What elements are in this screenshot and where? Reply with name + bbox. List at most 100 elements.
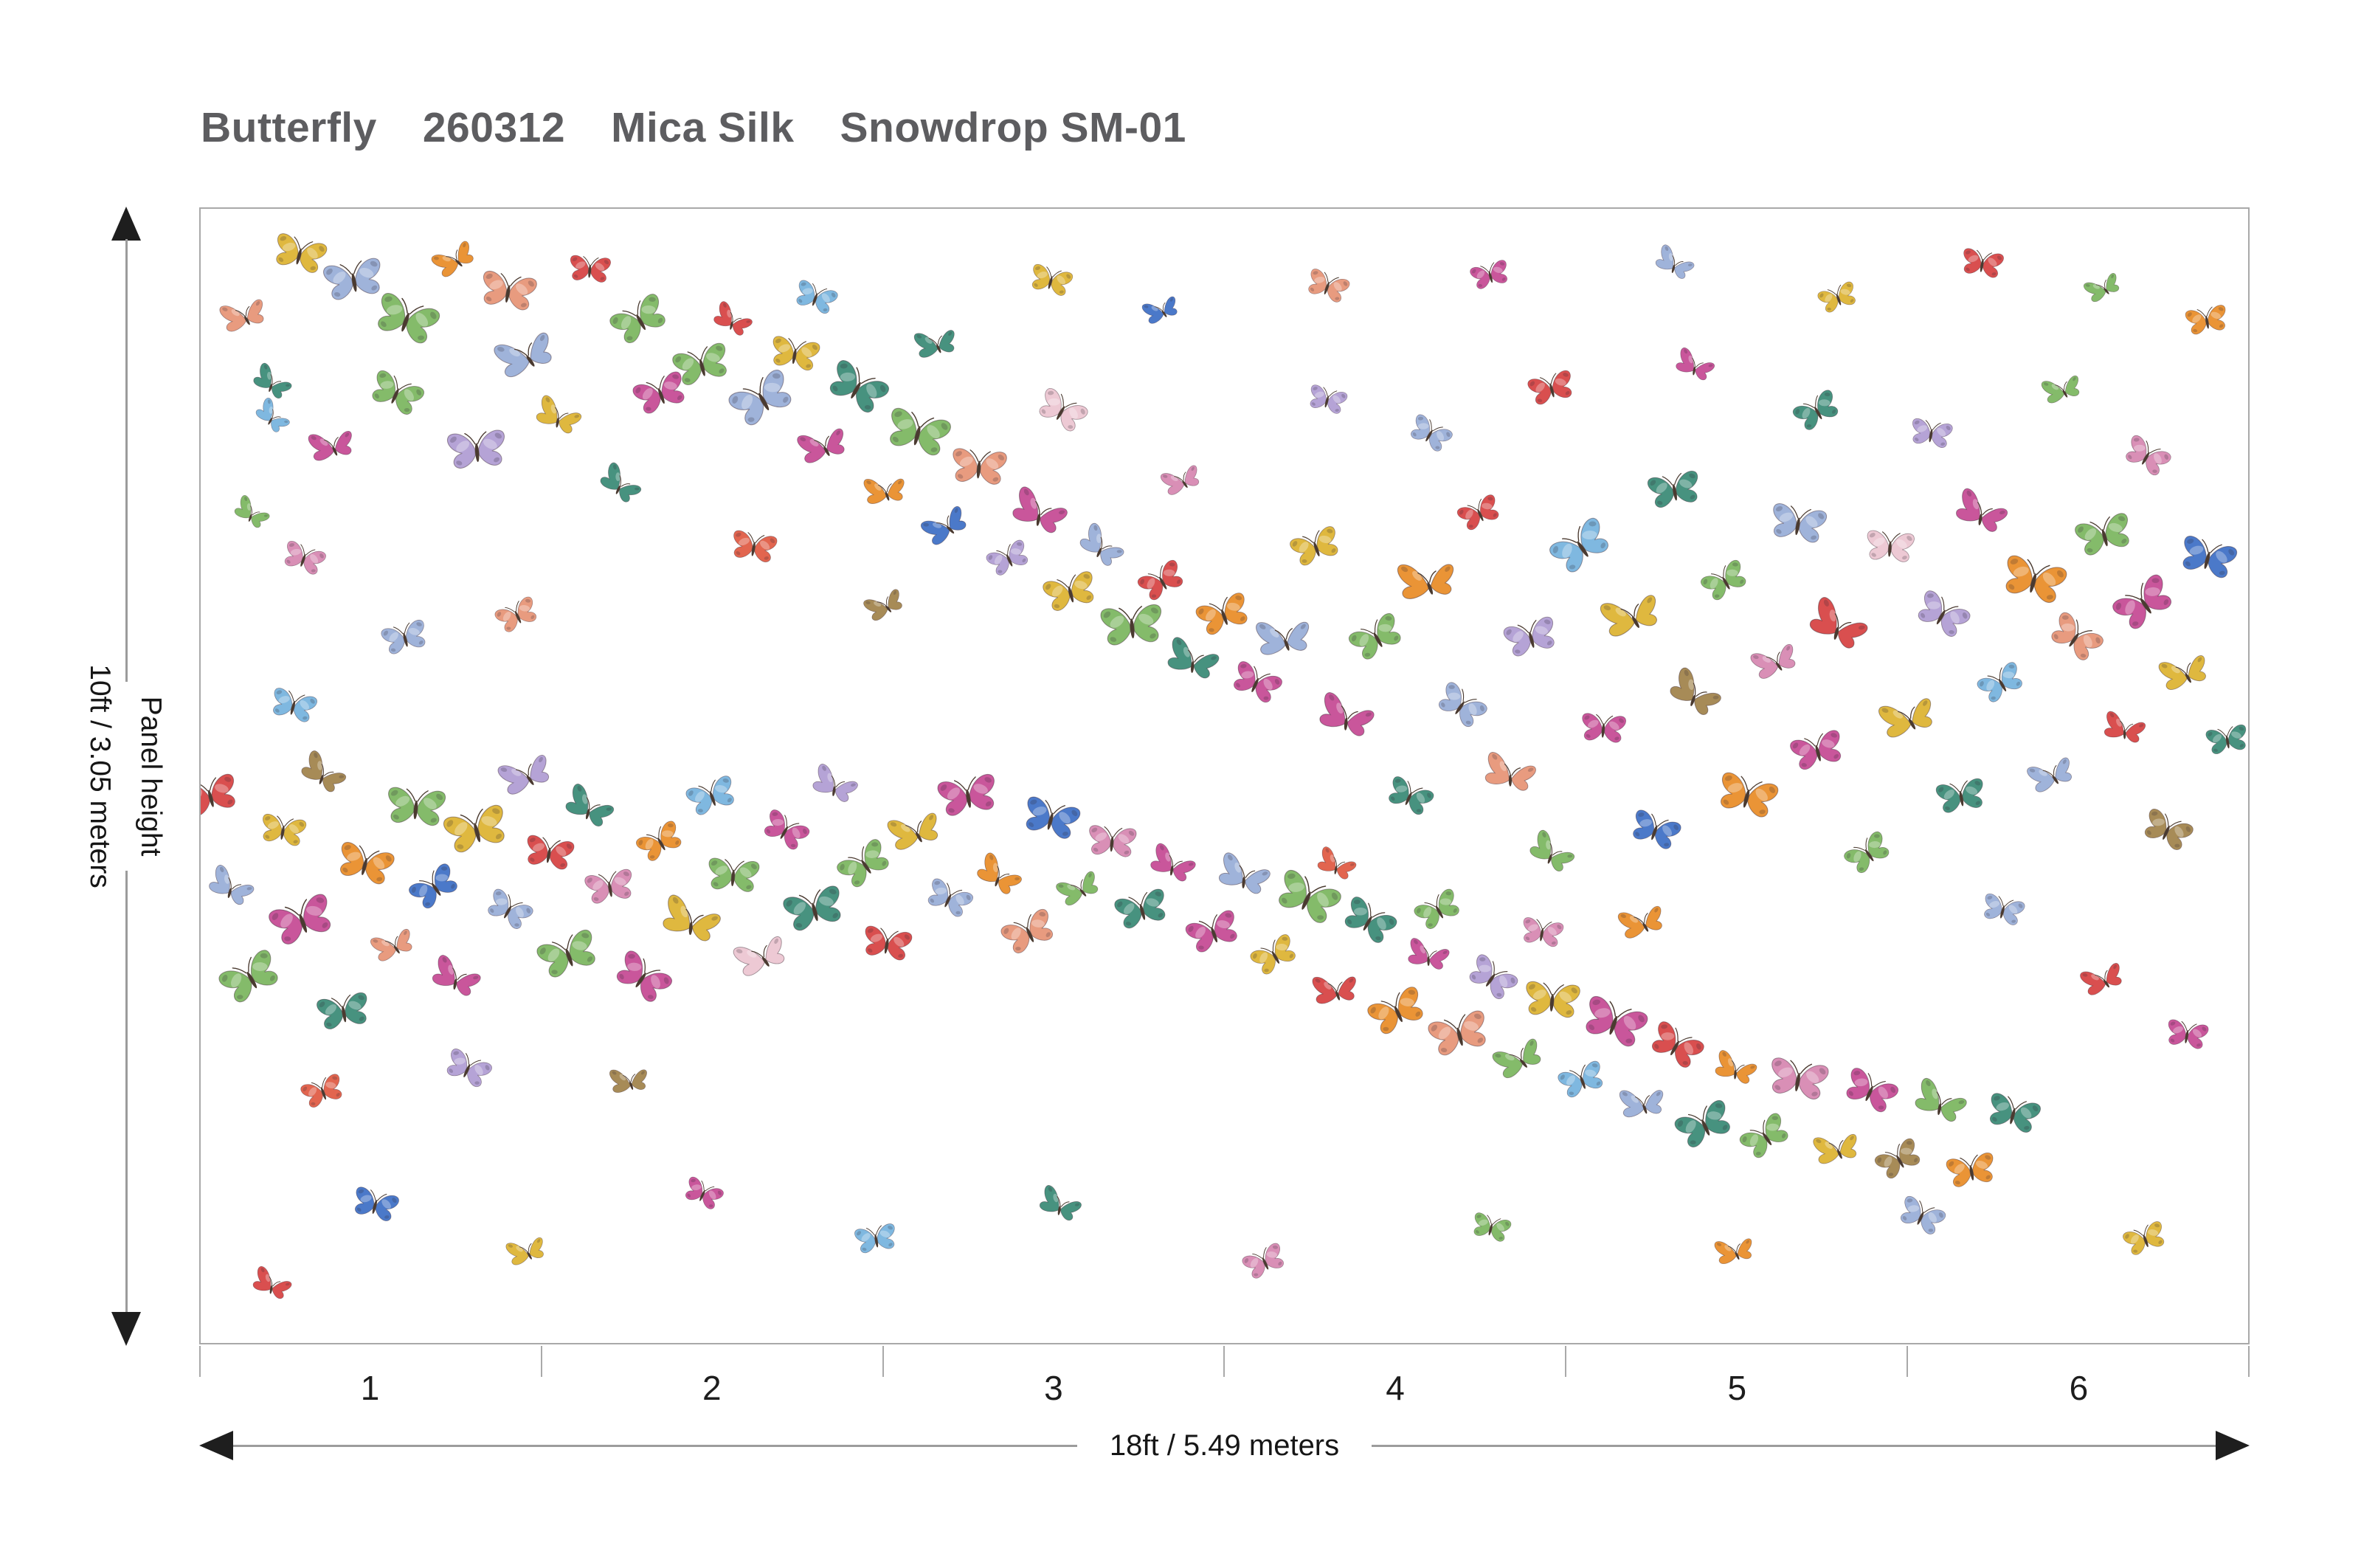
tick	[882, 1346, 1224, 1377]
butterfly	[1469, 258, 1512, 291]
butterfly	[1455, 493, 1504, 533]
tick	[1223, 1346, 1565, 1377]
vertical-dimension-line-bottom	[125, 871, 128, 1313]
butterfly	[1087, 824, 1138, 858]
product-material: Mica Silk	[611, 104, 795, 151]
butterfly	[1842, 829, 1894, 877]
butterfly	[496, 747, 556, 798]
butterfly	[1311, 970, 1360, 1006]
butterfly	[2184, 304, 2230, 336]
butterfly	[1490, 1032, 1546, 1082]
butterfly	[1365, 984, 1429, 1038]
butterfly	[1791, 387, 1843, 434]
butterfly	[568, 255, 612, 283]
arrow-left-icon	[199, 1431, 233, 1460]
arrow-down-icon	[111, 1312, 141, 1346]
butterfly	[350, 1185, 401, 1223]
vertical-dimension-line-top	[125, 239, 128, 682]
butterfly	[250, 1265, 294, 1302]
butterfly	[299, 1072, 347, 1111]
butterfly	[1020, 795, 1082, 842]
butterfly	[1240, 1241, 1288, 1282]
butterfly	[1841, 1066, 1901, 1116]
butterfly	[2045, 609, 2106, 665]
tick	[1565, 1346, 1907, 1377]
butterfly	[371, 291, 442, 348]
butterfly	[2040, 370, 2084, 407]
butterfly	[792, 278, 840, 317]
butterfly	[2025, 750, 2078, 796]
butterfly	[1579, 994, 1650, 1051]
butterfly	[1526, 369, 1577, 407]
butterfly	[1953, 486, 2011, 536]
butterfly	[1945, 1151, 1997, 1189]
butterfly	[1768, 502, 1828, 545]
butterfly	[795, 421, 851, 467]
butterfly	[1037, 1184, 1085, 1223]
butterfly	[1999, 553, 2069, 606]
butterfly	[1713, 1049, 1760, 1086]
butterfly	[407, 861, 463, 913]
butterfly	[2205, 723, 2248, 756]
butterfly	[1618, 1083, 1667, 1120]
butterfly	[1406, 412, 1454, 455]
panel-scale: 1 2 3 4 5 6	[199, 1346, 2250, 1408]
panel-numbers: 1 2 3 4 5 6	[199, 1368, 2250, 1408]
butterfly	[523, 834, 575, 871]
butterfly	[1113, 887, 1171, 931]
butterfly	[634, 818, 686, 865]
butterfly	[1141, 291, 1182, 327]
butterfly	[266, 891, 337, 948]
panel-number-2: 2	[702, 1369, 722, 1407]
butterfly	[1737, 1111, 1794, 1162]
panel-number-3: 3	[1044, 1369, 1063, 1407]
butterfly	[2165, 1018, 2210, 1051]
butterfly	[936, 773, 1000, 818]
butterfly	[1653, 243, 1698, 282]
butterfly	[483, 887, 536, 933]
butterfly	[854, 1223, 899, 1255]
butterfly	[759, 807, 812, 854]
butterfly	[1248, 932, 1301, 978]
butterfly	[1304, 267, 1352, 305]
butterfly	[1194, 590, 1253, 638]
butterfly	[1646, 469, 1703, 510]
butterfly	[1895, 1194, 1948, 1238]
butterfly	[1347, 611, 1407, 664]
butterfly	[1406, 937, 1451, 971]
butterfly	[1228, 659, 1285, 706]
butterfly	[478, 269, 539, 312]
butterfly	[1713, 1232, 1756, 1267]
butterfly	[280, 539, 328, 577]
butterfly	[1766, 1056, 1831, 1102]
panel-number-6: 6	[2069, 1369, 2089, 1407]
butterfly	[1975, 660, 2028, 706]
butterfly	[950, 447, 1008, 486]
butterfly	[1617, 899, 1667, 942]
butterfly	[1148, 842, 1199, 885]
butterfly	[610, 948, 675, 1007]
butterfly	[711, 300, 756, 339]
butterfly	[441, 803, 511, 856]
panel-ticks	[199, 1346, 2250, 1377]
butterfly	[730, 529, 778, 564]
butterfly	[334, 840, 396, 887]
butterfly	[1876, 690, 1939, 742]
butterfly-swarm	[201, 232, 2248, 1302]
butterfly	[1864, 529, 1915, 564]
butterfly	[1984, 1091, 2042, 1136]
butterfly	[1811, 1127, 1862, 1167]
butterfly	[1317, 691, 1377, 739]
butterfly	[1483, 751, 1538, 793]
butterfly	[505, 1232, 548, 1268]
arrow-up-icon	[111, 207, 141, 241]
butterfly	[1288, 525, 1344, 569]
butterfly	[534, 928, 601, 981]
tick	[199, 1346, 541, 1377]
butterfly	[1873, 1136, 1925, 1182]
horizontal-dimension-line-right	[1372, 1444, 2216, 1447]
butterfly	[232, 494, 274, 531]
butterfly	[442, 1046, 494, 1091]
product-title: Butterfly 260312 Mica Silk Snowdrop SM-0…	[201, 103, 1186, 152]
